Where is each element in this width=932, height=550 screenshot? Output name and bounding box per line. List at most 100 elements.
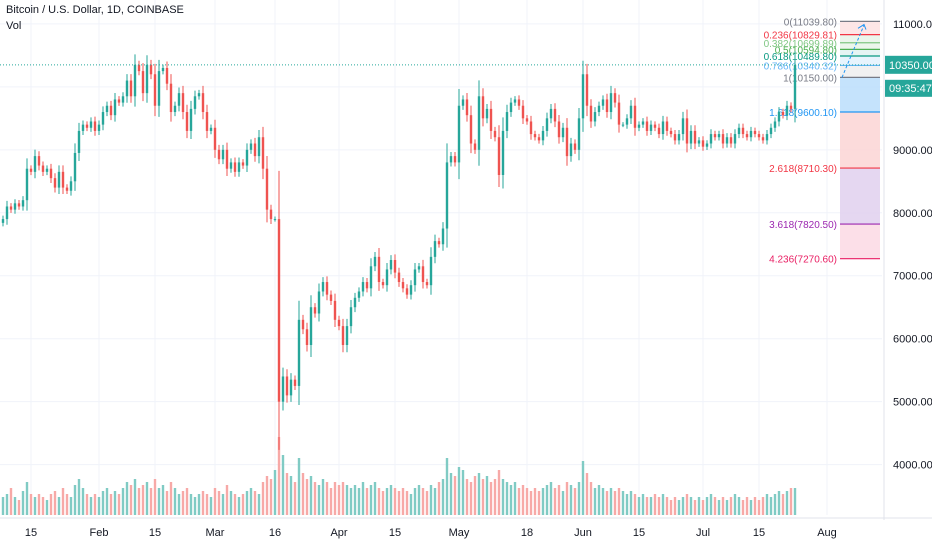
volume-bar [661, 494, 665, 515]
volume-bar [693, 500, 697, 515]
candle-body [53, 178, 57, 188]
volume-bar [417, 485, 421, 515]
volume-bar [793, 488, 797, 515]
volume-bar [549, 482, 553, 515]
volume-bar [57, 497, 61, 515]
volume-bar [261, 482, 265, 515]
volume-bar [473, 476, 477, 515]
candle-body [217, 149, 221, 160]
price-tag [885, 55, 932, 74]
volume-bar [497, 470, 501, 515]
candle-body [421, 266, 425, 283]
volume-bar [593, 488, 597, 515]
volume-bar [197, 494, 201, 515]
candle-body [537, 137, 541, 141]
candle-body [93, 121, 97, 131]
volume-bar [53, 491, 57, 515]
candle-body [297, 319, 301, 386]
volume-bar [205, 494, 209, 515]
volume-bar [153, 479, 157, 515]
candle-body [461, 99, 465, 106]
volume-bar [325, 482, 329, 515]
candle-body [341, 326, 345, 345]
volume-bar [609, 488, 613, 515]
time-axis-label: 15 [753, 527, 765, 539]
volume-bar [701, 500, 705, 515]
volume-bar [249, 488, 253, 515]
candle-body [265, 168, 269, 210]
volume-bar [273, 470, 277, 515]
candle-body [293, 379, 297, 386]
candle-body [689, 130, 693, 144]
candle-body [89, 121, 93, 128]
volume-bar [437, 482, 441, 515]
candle-body [673, 134, 677, 141]
volume-bar [505, 482, 509, 515]
volume-bar [489, 482, 493, 515]
volume-indicator-label[interactable]: Vol [6, 20, 22, 32]
volume-bar [121, 488, 125, 515]
volume-bar [753, 497, 757, 515]
candle-body [417, 266, 421, 270]
candle-body [221, 149, 225, 160]
candle-body [677, 134, 681, 141]
price-axis-label: 4000.00 [893, 460, 932, 472]
candle-body [541, 130, 545, 141]
volume-bar [589, 482, 593, 515]
candle-body [505, 112, 509, 131]
volume-bar [5, 494, 9, 515]
candle-body [145, 64, 149, 94]
candle-body [141, 71, 145, 94]
volume-bar [685, 494, 689, 515]
volume-bar [185, 488, 189, 515]
candle-body [313, 307, 317, 314]
candle-body [365, 282, 369, 289]
candle-body [509, 102, 513, 113]
volume-bar [717, 500, 721, 515]
volume-bar [761, 497, 765, 515]
volume-bar [113, 491, 117, 515]
volume-bar [553, 488, 557, 515]
price-axis-label: 8000.00 [893, 208, 932, 220]
candle-body [21, 200, 25, 207]
volume-bar [93, 494, 97, 515]
candle-body [385, 269, 389, 286]
candle-body [173, 105, 177, 113]
candle-body [193, 96, 197, 109]
volume-bar [525, 488, 529, 515]
fib-level-label: 4.236(7270.60) [769, 255, 837, 266]
candle-body [705, 143, 709, 147]
volume-bar [101, 491, 105, 515]
volume-bar [269, 479, 273, 515]
volume-bar [45, 500, 49, 515]
candle-body [137, 64, 141, 72]
volume-bar [657, 497, 661, 515]
candle-body [749, 130, 753, 138]
candle-body [109, 105, 113, 116]
candle-body [9, 206, 13, 210]
price-axis-label: 7000.00 [893, 271, 932, 283]
candle-body [453, 156, 457, 163]
volume-bar [301, 473, 305, 515]
price-axis-label: 6000.00 [893, 334, 932, 346]
candle-body [361, 282, 365, 292]
volume-bar [597, 485, 601, 515]
volume-bar [337, 485, 341, 515]
candle-body [177, 93, 181, 106]
candle-body [33, 156, 37, 172]
candle-body [233, 162, 237, 172]
candle-body [117, 99, 121, 103]
volume-bar [381, 491, 385, 515]
candle-body [245, 149, 249, 166]
candle-body [601, 99, 605, 106]
symbol-title[interactable]: Bitcoin / U.S. Dollar, 1D, COINBASE [6, 4, 184, 16]
candle-body [465, 99, 469, 116]
volume-bar [713, 497, 717, 515]
candle-body [41, 165, 45, 172]
volume-bar [125, 482, 129, 515]
candle-body [457, 105, 461, 163]
candle-body [785, 105, 789, 116]
time-axis-label: Mar [206, 527, 225, 539]
volume-bar [81, 488, 85, 515]
